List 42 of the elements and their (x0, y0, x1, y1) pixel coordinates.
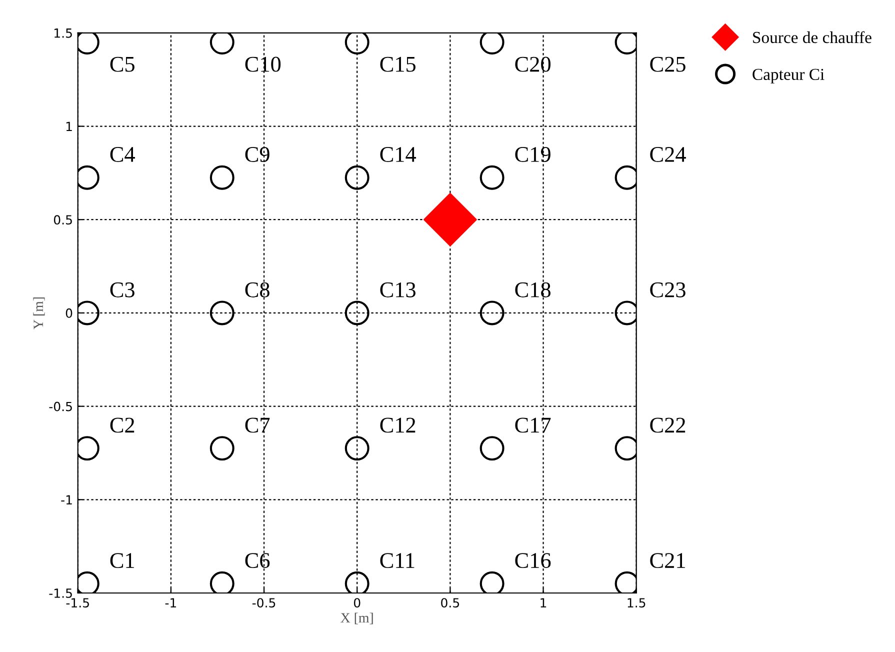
annotation: C18 (515, 282, 550, 298)
annotation: C6 (245, 553, 270, 568)
x-tick-label: 1 (540, 598, 546, 608)
y-tick-label: 0 (66, 308, 72, 318)
x-tick-label: 0 (354, 598, 360, 608)
x-axis-title: X [m] (340, 612, 373, 624)
annotation: C5 (110, 56, 134, 72)
y-tick-label: -1 (61, 495, 72, 504)
y-axis-title: Y [m] (33, 297, 45, 330)
annotation: C20 (515, 56, 550, 72)
x-tick-label: -0.5 (252, 598, 276, 608)
y-tick-label: 1 (66, 122, 72, 132)
annotation: C10 (245, 56, 281, 72)
annotation: C11 (380, 553, 414, 568)
annotation: C22 (650, 418, 686, 433)
x-tick-label: -1 (165, 598, 176, 608)
annotation: C25 (650, 56, 686, 72)
annotation: C21 (650, 553, 685, 568)
y-tick-label: 1.5 (54, 28, 72, 38)
annotation: C15 (380, 56, 416, 72)
annotation: C17 (515, 418, 551, 433)
annotation: C12 (380, 418, 416, 433)
y-tick-label: -0.5 (49, 402, 72, 412)
annotation: C1 (110, 553, 134, 568)
annotation: C2 (110, 418, 134, 433)
x-tick-label: 0.5 (441, 598, 460, 608)
annotation: C4 (110, 147, 135, 162)
y-tick-label: 0.5 (54, 215, 72, 225)
annotation: C7 (245, 418, 270, 433)
annotation: C19 (515, 147, 550, 162)
legend-label: Source de chauffe (753, 31, 872, 44)
annotation: C13 (380, 282, 416, 298)
annotation: C24 (650, 147, 686, 162)
annotation: C14 (380, 147, 416, 162)
annotation: C3 (110, 282, 134, 298)
annotation: C9 (245, 147, 270, 162)
annotation: C23 (650, 282, 686, 298)
annotation: C8 (245, 282, 270, 298)
x-tick-label: 1.5 (628, 598, 646, 608)
legend-label: Capteur Ci (752, 68, 824, 84)
annotation: C16 (515, 553, 551, 568)
y-tick-label: -1.5 (49, 588, 72, 598)
